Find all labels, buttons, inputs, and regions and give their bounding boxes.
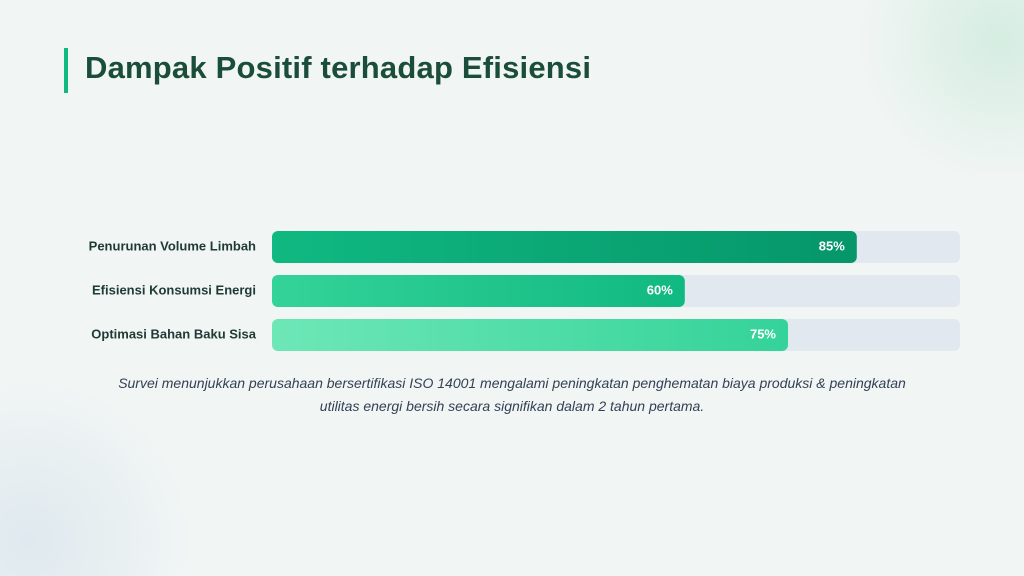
value-label: 60% (647, 282, 673, 297)
value-label: 85% (819, 238, 845, 253)
bar (272, 319, 788, 351)
bar (272, 275, 685, 307)
caption: Survei menunjukkan perusahaan bersertifi… (118, 375, 906, 414)
title-accent (64, 48, 68, 93)
category-label: Efisiensi Konsumsi Energi (92, 282, 256, 297)
category-label: Optimasi Bahan Baku Sisa (91, 326, 256, 341)
value-label: 75% (750, 326, 776, 341)
bar (272, 231, 857, 263)
chart-title: Dampak Positif terhadap Efisiensi (85, 50, 592, 85)
category-label: Penurunan Volume Limbah (89, 238, 256, 253)
